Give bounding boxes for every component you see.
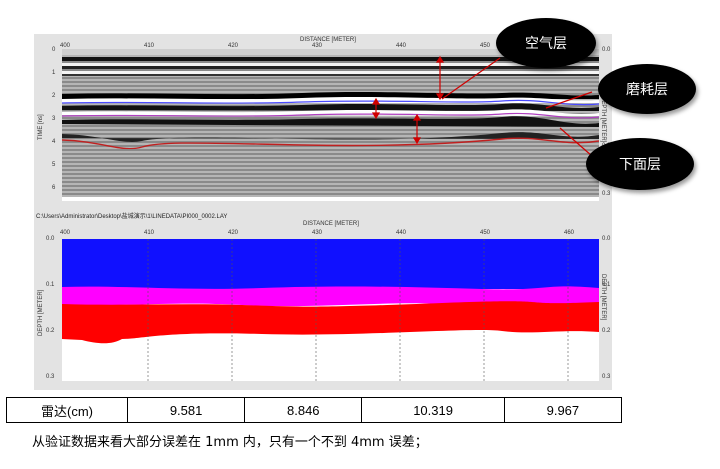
bottom-y-tick-label: 0.1 xyxy=(46,282,55,288)
bottom-x-tick-label: 400 xyxy=(60,230,71,236)
top-y-tick-label: 4 xyxy=(52,139,56,145)
bottom-y-label: DEPTH [METER] xyxy=(38,289,44,336)
top-y-tick-label: 6 xyxy=(52,185,56,191)
thickness-arrows xyxy=(371,55,445,145)
callout-air-layer: 空气层 xyxy=(496,18,596,68)
top-x-tick-label: 420 xyxy=(228,43,239,49)
conclusion-note: 从验证数据来看大部分误差在 1mm 内，只有一个不到 4mm 误差； xyxy=(32,435,428,450)
table-cell: 8.846 xyxy=(244,397,363,423)
bottom-y-tick-label: 0.3 xyxy=(46,374,55,380)
top-right-tick-label: 0.0 xyxy=(602,47,611,53)
radar-data-table: 雷达(cm) 9.581 8.846 10.319 9.967 xyxy=(6,397,623,423)
bottom-right-tick-label: 0.2 xyxy=(602,328,611,334)
top-x-tick-label: 440 xyxy=(396,43,407,49)
bottom-right-tick-label: 0.1 xyxy=(602,282,611,288)
top-y-tick-label: 0 xyxy=(52,47,56,53)
top-x-tick-label: 410 xyxy=(144,43,155,49)
lower-layer-line xyxy=(62,137,599,150)
table-row: 雷达(cm) 9.581 8.846 10.319 9.967 xyxy=(6,397,623,423)
radargram-image xyxy=(62,49,599,201)
bottom-y-tick-label: 0.0 xyxy=(46,236,55,242)
table-cell: 9.581 xyxy=(126,397,246,423)
top-right-label: DEPTH [METER] xyxy=(600,96,606,143)
top-right-tick-label: 0.3 xyxy=(602,191,611,197)
interface-line xyxy=(62,112,599,119)
bottom-right-label: DEPTH [METER] xyxy=(600,274,606,321)
wear-layer-line xyxy=(62,99,599,106)
bottom-x-tick-label: 430 xyxy=(312,230,323,236)
bottom-x-tick-label: 450 xyxy=(480,230,491,236)
bottom-right-tick-label: 0.0 xyxy=(602,236,611,242)
lower-layer-band xyxy=(62,301,599,344)
bottom-x-tick-label: 440 xyxy=(396,230,407,236)
top-y-tick-label: 2 xyxy=(52,93,56,99)
callout-wear-layer: 磨耗层 xyxy=(598,64,696,114)
table-cell: 9.967 xyxy=(503,397,623,423)
table-row-label: 雷达(cm) xyxy=(6,397,128,423)
top-x-tick-label: 450 xyxy=(480,43,491,49)
top-y-tick-label: 1 xyxy=(52,70,56,76)
bottom-x-tick-label: 420 xyxy=(228,230,239,236)
top-y-tick-label: 5 xyxy=(52,162,56,168)
bottom-y-tick-label: 0.2 xyxy=(46,328,55,334)
top-axis-title: DISTANCE [METER] xyxy=(300,37,356,43)
bottom-x-tick-label: 410 xyxy=(144,230,155,236)
bottom-x-tick-label: 460 xyxy=(564,230,575,236)
top-x-tick-label: 430 xyxy=(312,43,323,49)
top-y-tick-label: 3 xyxy=(52,116,56,122)
bottom-axis-title: DISTANCE [METER] xyxy=(303,221,359,227)
table-cell: 10.319 xyxy=(361,397,505,423)
top-y-label: TIME [ns] xyxy=(38,114,44,140)
air-layer-band xyxy=(62,239,599,289)
top-x-tick-label: 400 xyxy=(60,43,71,49)
bottom-right-tick-label: 0.3 xyxy=(602,374,611,380)
file-path: C:\Users\Administrator\Desktop\盐城演示\1\LI… xyxy=(36,214,228,220)
layer-model-image xyxy=(62,239,599,381)
callout-lower-layer: 下面层 xyxy=(586,138,694,190)
